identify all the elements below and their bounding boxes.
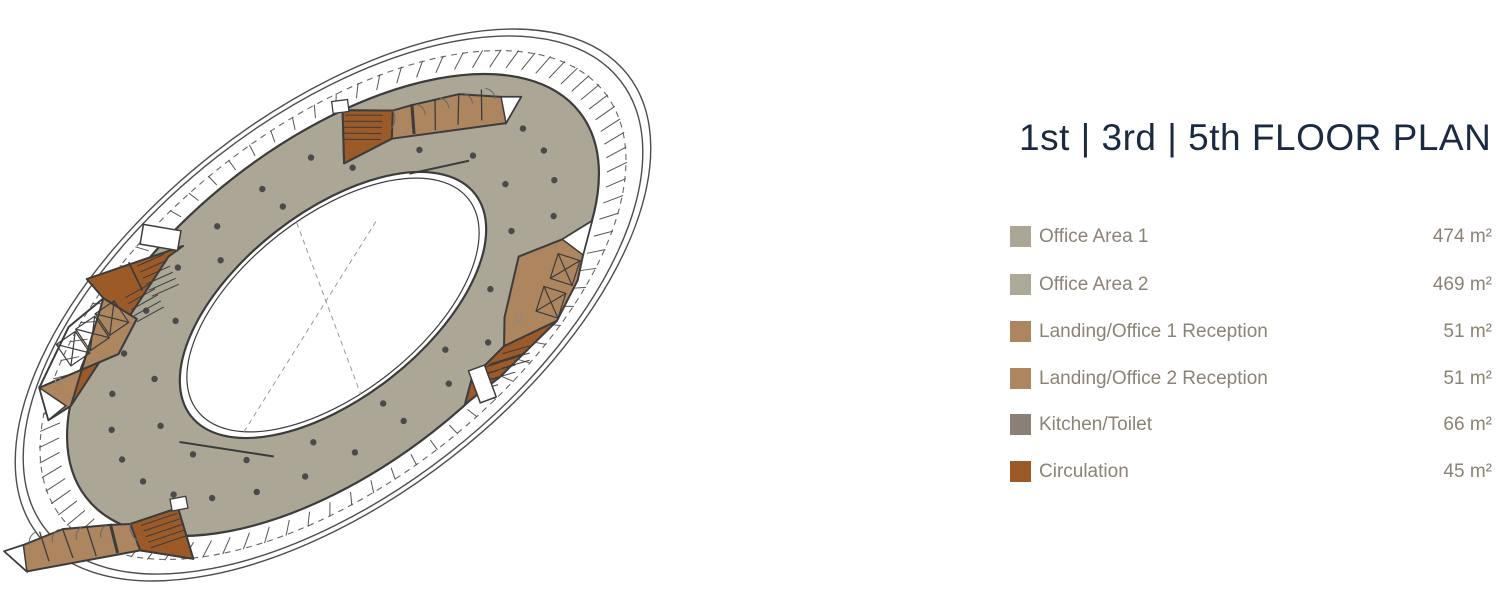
svg-text:Kitchen/Toilet: Kitchen/Toilet (1039, 414, 1153, 435)
svg-text:Landing/Office 2 Reception: Landing/Office 2 Reception (1039, 368, 1268, 389)
svg-text:51 m²: 51 m² (1443, 368, 1492, 389)
svg-text:51 m²: 51 m² (1443, 321, 1492, 342)
svg-text:Office Area 2: Office Area 2 (1039, 274, 1149, 295)
svg-text:1st | 3rd | 5th FLOOR PLAN: 1st | 3rd | 5th FLOOR PLAN (1019, 117, 1491, 158)
svg-text:Landing/Office 1 Reception: Landing/Office 1 Reception (1039, 321, 1268, 342)
svg-text:45 m²: 45 m² (1443, 461, 1492, 482)
svg-text:469 m²: 469 m² (1433, 274, 1492, 295)
svg-text:Office Area 1: Office Area 1 (1039, 226, 1149, 247)
svg-text:Circulation: Circulation (1039, 461, 1129, 482)
svg-text:66 m²: 66 m² (1443, 414, 1492, 435)
svg-text:474 m²: 474 m² (1433, 226, 1492, 247)
